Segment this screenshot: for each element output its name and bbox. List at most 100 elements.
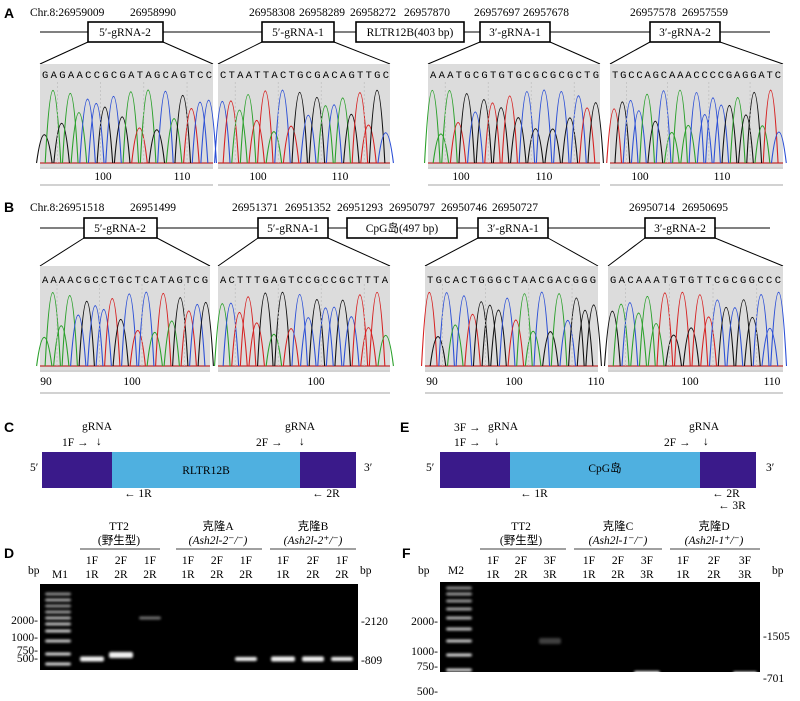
trace-peak-t [248, 322, 265, 367]
panel-d-ladder-2000: 2000- [11, 615, 38, 627]
trace-peak-t [239, 296, 257, 367]
lane-label-top: 3F [641, 555, 653, 567]
trace-peak-c [752, 294, 770, 367]
pcr-band [139, 616, 161, 620]
lane-label-top: 3F [544, 555, 556, 567]
panel-d-ladder-750: 750- [17, 645, 38, 657]
panel-a-tick-3b: 110 [536, 171, 553, 183]
panel-a: A Chr.8:26959009 26958990 26958308 26958… [4, 5, 787, 186]
panel-b-box-5grna1: 5′-gRNA-1 [267, 223, 319, 235]
panel-f-ladder-750: 750- [417, 661, 438, 673]
trace-peak-c [696, 114, 713, 164]
panel-b-zoom-lines [39, 237, 784, 267]
panel-d-group-1-name: TT2 [109, 521, 129, 533]
panel-d-group-3-name: 克隆B [298, 519, 329, 533]
panel-a-tick-3a: 100 [452, 171, 470, 183]
trace-peak-t [691, 294, 709, 367]
trace-peak-c [553, 91, 570, 164]
trace-peak-c [191, 102, 209, 164]
trace-peak-t [180, 310, 197, 367]
lane-label-bottom: 3R [543, 569, 557, 581]
trace-peak-g [510, 117, 527, 164]
lane-label-bottom: 2R [611, 569, 625, 581]
panel-a-coord-1: 26958990 [130, 7, 176, 19]
trace-peak-g [257, 292, 274, 367]
panel-d-size-809: -809 [361, 655, 382, 667]
panel-b-tick-3b: 100 [505, 376, 523, 388]
trace-peak-t [762, 89, 779, 164]
pcr-band [80, 656, 104, 662]
trace-peak-a [163, 320, 180, 367]
trace-peak-a [647, 323, 665, 367]
trace-peak-a [139, 89, 157, 164]
panel-e-flank-right [700, 452, 756, 488]
panel-c-primer-2f: 2F → [256, 437, 283, 449]
panel-a-zoom-lines [39, 41, 784, 65]
trace-peak-t [129, 330, 146, 367]
trace-peak-c [467, 111, 484, 164]
pcr-band [509, 685, 533, 691]
trace-peak-a [754, 125, 771, 164]
panel-a-box-3grna2: 3′-gRNA-2 [659, 27, 711, 39]
lane-label-top: 1F [277, 555, 289, 567]
ladder-band [45, 592, 71, 596]
panel-f-group-1-name: TT2 [511, 521, 531, 533]
lane-label-top: 2F [115, 555, 127, 567]
trace-peak-g [113, 116, 131, 164]
panel-a-tick-2b: 110 [332, 171, 349, 183]
panel-b-tick-1b: 100 [123, 376, 141, 388]
lane-label-bottom: 1R [85, 569, 99, 581]
panel-a-coord-5: 26957870 [404, 7, 450, 19]
trace-peak-t [360, 124, 377, 164]
panel-b-chromatograms [36, 266, 788, 370]
trace-peak-c [688, 92, 705, 164]
ladder-band [45, 610, 71, 614]
lane-label-top: 2F [612, 555, 624, 567]
panel-d-unit-right: bp [360, 565, 372, 577]
trace-peak-g [527, 128, 544, 164]
lane-label-top: 1F [144, 555, 156, 567]
panel-d-unit-left: bp [28, 565, 40, 577]
panel-f-marker-label: M2 [448, 565, 464, 577]
trace-peak-a [239, 94, 257, 164]
lane-label-top: 3F [739, 555, 751, 567]
panel-a-coord-8: 26957578 [630, 7, 676, 19]
trace-peak-a [317, 105, 334, 164]
trace-peak-g [542, 331, 559, 367]
trace-peak-t [368, 292, 386, 367]
trace-peak-a [550, 293, 568, 367]
panel-d-letter: D [4, 545, 14, 561]
ladder-band [45, 639, 71, 643]
trace-peak-g [429, 335, 447, 367]
trace-peak-c [214, 100, 231, 164]
trace-peak-a [44, 90, 62, 164]
trace-peak-a [441, 90, 458, 164]
panel-e-region [510, 452, 700, 488]
panel-a-coord-9: 26957559 [682, 7, 728, 19]
ladder-band [45, 652, 71, 656]
panel-d-group-1-sub: (野生型) [98, 533, 140, 547]
panel-b: B Chr.8:26951518 26951499 26951371 26951… [4, 199, 788, 394]
trace-peak-c [138, 291, 155, 367]
trace-peak-c [630, 110, 647, 164]
trace-peak-a [672, 90, 688, 164]
panel-f-size-701: -701 [763, 673, 784, 685]
panel-f-unit-right: bp [772, 565, 784, 577]
trace-peak-c [761, 328, 779, 367]
trace-peak-g [458, 93, 475, 164]
pcr-band [109, 652, 133, 658]
panel-b-coord-2: 26951371 [232, 202, 278, 214]
panel-f-unit-left: bp [418, 565, 430, 577]
panel-a-coord-6: 26957697 [474, 7, 520, 19]
panel-d-ladder-1000: 1000- [11, 632, 38, 644]
lane-label-bottom: 2R [210, 569, 224, 581]
trace-peak-g [197, 301, 214, 367]
trace-peak-g [544, 128, 561, 164]
panel-c-grna-right-arrow: ↓ [299, 436, 305, 448]
panel-e-grna-left-arrow: ↓ [494, 436, 500, 448]
trace-peak-a [36, 336, 53, 367]
trace-peak-g [172, 297, 189, 367]
panel-c-letter: C [4, 419, 14, 435]
trace-peak-g [53, 123, 70, 164]
